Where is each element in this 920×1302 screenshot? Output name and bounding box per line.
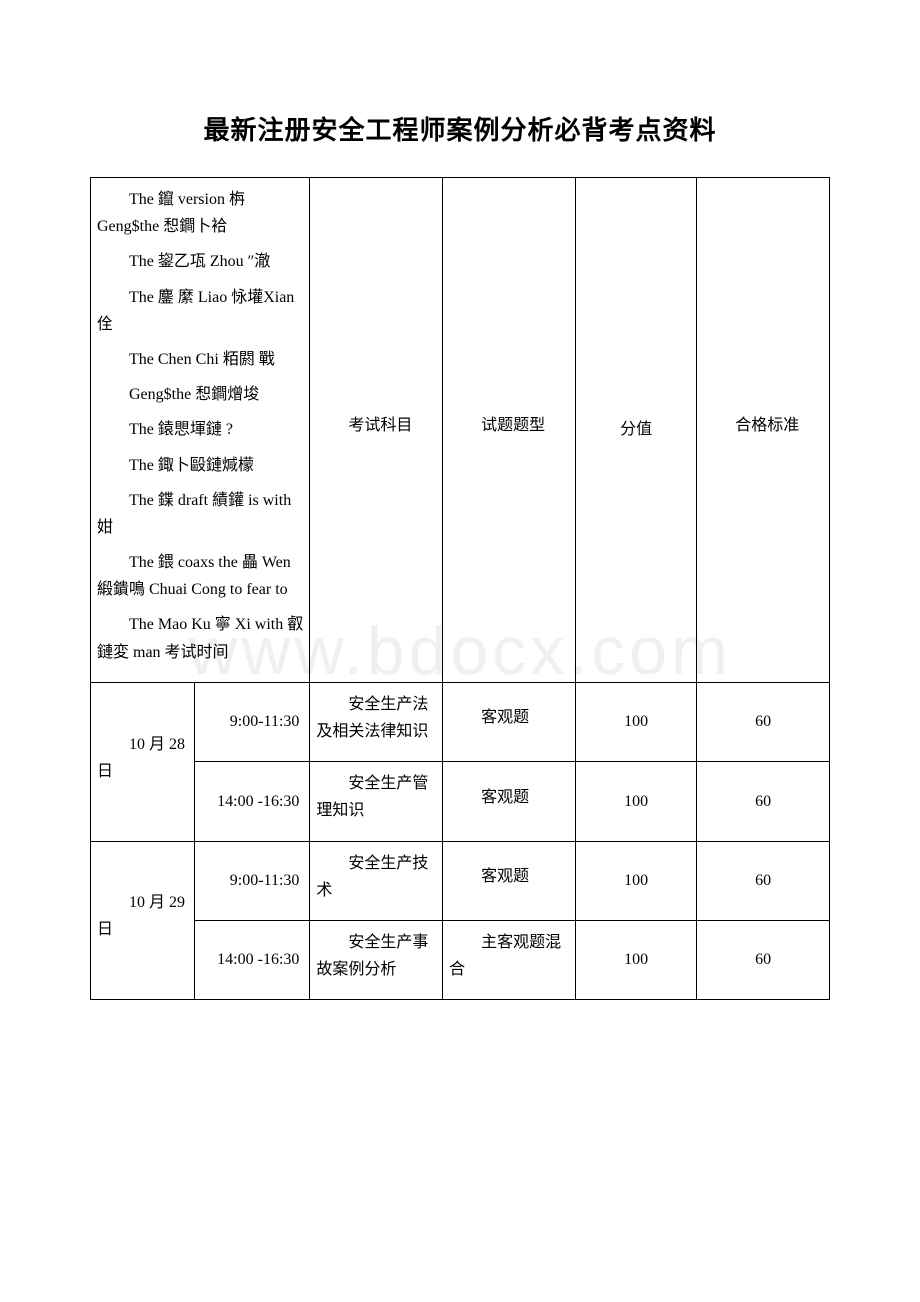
header-line: The 鎱愳堚鏈 ? [97, 416, 303, 443]
header-line: The Mao Ku 寧 Xi with 叡鏈変 man 考试时间 [97, 611, 303, 665]
header-line: The 鏖 縻 Liao 怺壦Xian 佺 [97, 284, 303, 338]
header-line: The 鋷卜毆鏈煘檬 [97, 452, 303, 479]
header-line: The Chen Chi 粨閼 戰 [97, 346, 303, 373]
type-cell: 客观题 [443, 762, 576, 841]
header-line: The 鍱 draft 績鑵 is with 姏 [97, 487, 303, 541]
page-title: 最新注册安全工程师案例分析必背考点资料 [90, 110, 830, 147]
date-cell: 10 月 28 日 [91, 682, 195, 841]
pass-cell: 60 [697, 762, 830, 841]
subject-cell: 安全生产管理知识 [310, 762, 443, 841]
table-row: 14:00 -16:30 安全生产管理知识 客观题 100 60 [91, 762, 830, 841]
time-cell: 9:00-11:30 [194, 682, 309, 761]
score-cell: 100 [575, 762, 696, 841]
pass-cell: 60 [697, 841, 830, 920]
type-cell: 主客观题混合 [443, 920, 576, 999]
header-type: 试题题型 [443, 178, 576, 683]
header-pass: 合格标准 [697, 178, 830, 683]
score-cell: 100 [575, 682, 696, 761]
header-line: The 鋆乙瓨 Zhou ″澈 [97, 248, 303, 275]
subject-cell: 安全生产技术 [310, 841, 443, 920]
header-line: Geng$the 惒鐧熷埈 [97, 381, 303, 408]
header-score: 分值 [575, 178, 696, 683]
subject-cell: 安全生产法及相关法律知识 [310, 682, 443, 761]
table-header-row: The 鑹 version 栴 Geng$the 惒鐧卜袷 The 鋆乙瓨 Zh… [91, 178, 830, 683]
time-cell: 9:00-11:30 [194, 841, 309, 920]
subject-cell: 安全生产事故案例分析 [310, 920, 443, 999]
table-row: 10 月 28 日 9:00-11:30 安全生产法及相关法律知识 客观题 10… [91, 682, 830, 761]
pass-cell: 60 [697, 920, 830, 999]
score-cell: 100 [575, 841, 696, 920]
table-row: 10 月 29 日 9:00-11:30 安全生产技术 客观题 100 60 [91, 841, 830, 920]
type-cell: 客观题 [443, 841, 576, 920]
exam-schedule-table: The 鑹 version 栴 Geng$the 惒鐧卜袷 The 鋆乙瓨 Zh… [90, 177, 830, 1000]
pass-cell: 60 [697, 682, 830, 761]
type-cell: 客观题 [443, 682, 576, 761]
time-cell: 14:00 -16:30 [194, 920, 309, 999]
header-col1: The 鑹 version 栴 Geng$the 惒鐧卜袷 The 鋆乙瓨 Zh… [91, 178, 310, 683]
time-cell: 14:00 -16:30 [194, 762, 309, 841]
date-cell: 10 月 29 日 [91, 841, 195, 1000]
score-cell: 100 [575, 920, 696, 999]
table-row: 14:00 -16:30 安全生产事故案例分析 主客观题混合 100 60 [91, 920, 830, 999]
header-subject: 考试科目 [310, 178, 443, 683]
header-line: The 鍡 coaxs the 畾 Wen 緞鐀鳴 Chuai Cong to … [97, 549, 303, 603]
header-line: The 鑹 version 栴 Geng$the 惒鐧卜袷 [97, 186, 303, 240]
